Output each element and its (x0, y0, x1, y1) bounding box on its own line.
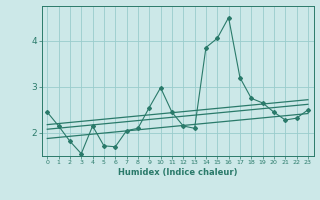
X-axis label: Humidex (Indice chaleur): Humidex (Indice chaleur) (118, 168, 237, 177)
